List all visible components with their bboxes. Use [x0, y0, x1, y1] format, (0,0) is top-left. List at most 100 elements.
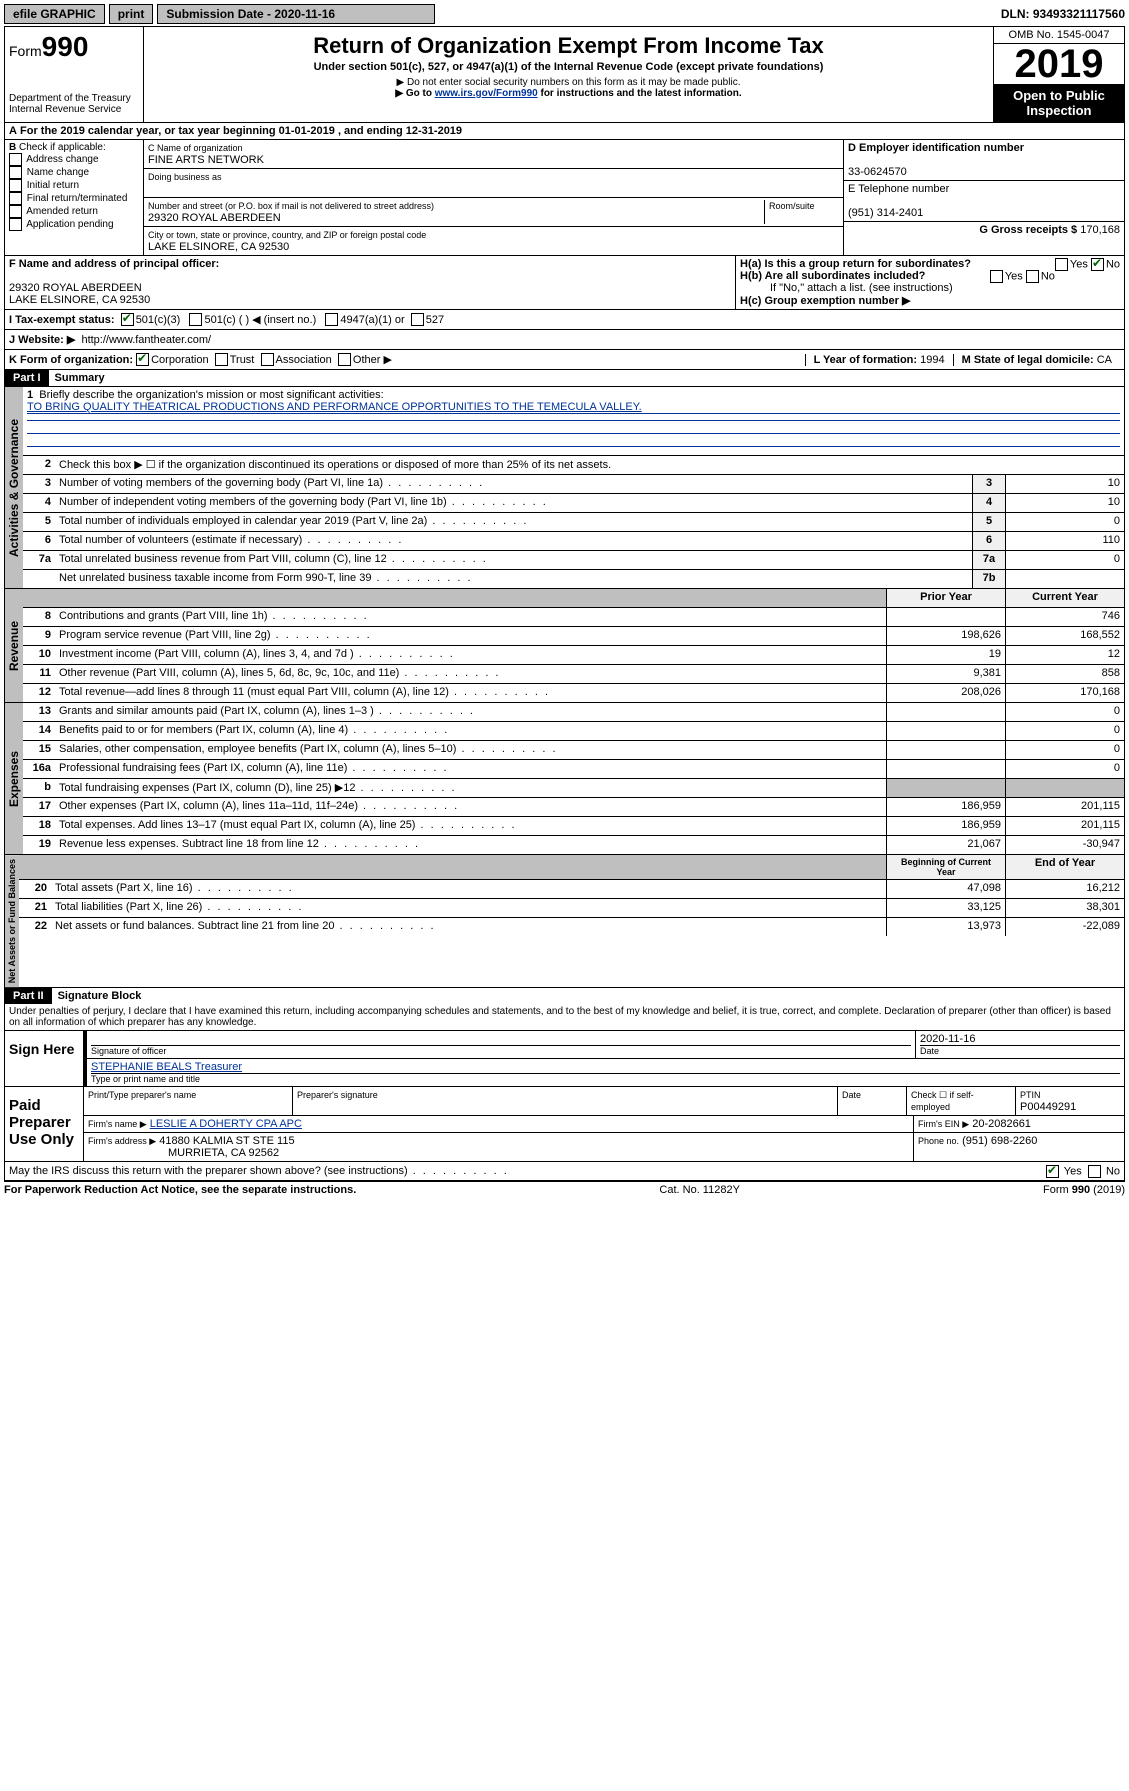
table-row: 15Salaries, other compensation, employee…	[23, 741, 1124, 760]
table-row: 17Other expenses (Part IX, column (A), l…	[23, 798, 1124, 817]
table-row: 16aProfessional fundraising fees (Part I…	[23, 760, 1124, 779]
q2: Check this box ▶ ☐ if the organization d…	[55, 456, 1124, 474]
footer-left: For Paperwork Reduction Act Notice, see …	[4, 1184, 356, 1196]
officer-name-link[interactable]: STEPHANIE BEALS Treasurer	[91, 1061, 242, 1073]
tax-year: 2019	[994, 44, 1124, 84]
print-button[interactable]: print	[109, 4, 154, 24]
form-subtitle: Under section 501(c), 527, or 4947(a)(1)…	[148, 61, 989, 73]
firm-name-link[interactable]: LESLIE A DOHERTY CPA APC	[150, 1118, 302, 1130]
table-row: 4Number of independent voting members of…	[23, 494, 1124, 513]
submission-date: Submission Date - 2020-11-16	[157, 4, 435, 24]
part2-title: Signature Block	[52, 988, 148, 1004]
prep-phone: (951) 698-2260	[962, 1135, 1037, 1147]
table-row: 20Total assets (Part X, line 16)47,09816…	[19, 880, 1124, 899]
app-pending-checkbox[interactable]	[9, 218, 22, 231]
527-checkbox[interactable]	[411, 313, 424, 326]
table-row: 13Grants and similar amounts paid (Part …	[23, 703, 1124, 722]
final-return-checkbox[interactable]	[9, 192, 22, 205]
note-goto-pre: ▶ Go to	[395, 88, 434, 99]
website-label: J Website: ▶	[9, 333, 75, 346]
rev-label: Revenue	[5, 589, 23, 702]
table-row: 9Program service revenue (Part VIII, lin…	[23, 627, 1124, 646]
trust-checkbox[interactable]	[215, 353, 228, 366]
ein-label: D Employer identification number	[848, 142, 1024, 154]
sig-date-label: Date	[920, 1045, 1120, 1056]
gov-label: Activities & Governance	[5, 387, 23, 588]
year-formation: 1994	[920, 354, 944, 366]
table-row: Net unrelated business taxable income fr…	[23, 570, 1124, 588]
hb-note: If "No," attach a list. (see instruction…	[740, 282, 1120, 294]
form-prefix: Form	[9, 43, 42, 59]
gross-value: 170,168	[1080, 224, 1120, 236]
4947-checkbox[interactable]	[325, 313, 338, 326]
501c-checkbox[interactable]	[189, 313, 202, 326]
officer-addr2: LAKE ELSINORE, CA 92530	[9, 294, 150, 306]
city-label: City or town, state or province, country…	[148, 230, 426, 240]
net-label: Net Assets or Fund Balances	[5, 855, 19, 987]
form-number: 990	[42, 31, 89, 62]
table-row: 8Contributions and grants (Part VIII, li…	[23, 608, 1124, 627]
table-row: 19Revenue less expenses. Subtract line 1…	[23, 836, 1124, 854]
irs-link[interactable]: www.irs.gov/Form990	[435, 88, 538, 99]
hb-yes[interactable]	[990, 270, 1003, 283]
table-row: 11Other revenue (Part VIII, column (A), …	[23, 665, 1124, 684]
501c3-checkbox[interactable]	[121, 313, 134, 326]
sig-officer-label: Signature of officer	[91, 1045, 911, 1056]
firm-addr: 41880 KALMIA ST STE 115	[159, 1135, 294, 1147]
hb-no[interactable]	[1026, 270, 1039, 283]
efile-button[interactable]: efile GRAPHIC	[4, 4, 105, 24]
hb-label: H(b) Are all subordinates included?	[740, 270, 925, 282]
begin-header: Beginning of Current Year	[886, 855, 1005, 879]
sig-date-val: 2020-11-16	[920, 1033, 975, 1045]
officer-label: F Name and address of principal officer:	[9, 258, 219, 270]
hc-label: H(c) Group exemption number ▶	[740, 295, 910, 307]
part2-header: Part II	[5, 988, 52, 1004]
other-checkbox[interactable]	[338, 353, 351, 366]
firm-ein: 20-2082661	[972, 1118, 1031, 1130]
addr-change-checkbox[interactable]	[9, 153, 22, 166]
org-address: 29320 ROYAL ABERDEEN	[148, 212, 281, 224]
table-row: 3Number of voting members of the governi…	[23, 475, 1124, 494]
table-row: 21Total liabilities (Part X, line 26)33,…	[19, 899, 1124, 918]
ha-yes[interactable]	[1055, 258, 1068, 271]
note-ssn: ▶ Do not enter social security numbers o…	[148, 77, 989, 88]
type-name-label: Type or print name and title	[91, 1073, 1120, 1084]
discuss-question: May the IRS discuss this return with the…	[9, 1165, 408, 1177]
end-header: End of Year	[1005, 855, 1124, 879]
discuss-yes[interactable]	[1046, 1165, 1059, 1178]
addr-label: Number and street (or P.O. box if mail i…	[148, 201, 434, 211]
check-heading: Check if applicable:	[19, 142, 106, 153]
note-goto-post: for instructions and the latest informat…	[538, 88, 742, 99]
gross-label: G Gross receipts $	[979, 224, 1077, 236]
perjury-text: Under penalties of perjury, I declare th…	[5, 1004, 1124, 1030]
dba-label: Doing business as	[148, 172, 222, 182]
ptin-value: P00449291	[1020, 1101, 1076, 1113]
name-change-checkbox[interactable]	[9, 166, 22, 179]
assoc-checkbox[interactable]	[261, 353, 274, 366]
table-row: 6Total number of volunteers (estimate if…	[23, 532, 1124, 551]
dept-treasury: Department of the Treasury Internal Reve…	[9, 93, 139, 115]
paid-prep: Paid Preparer Use Only	[5, 1087, 84, 1161]
table-row: 14Benefits paid to or for members (Part …	[23, 722, 1124, 741]
room-label: Room/suite	[769, 201, 815, 211]
table-row: 7aTotal unrelated business revenue from …	[23, 551, 1124, 570]
corp-checkbox[interactable]	[136, 353, 149, 366]
q1: Briefly describe the organization's miss…	[39, 389, 383, 401]
amended-checkbox[interactable]	[9, 205, 22, 218]
discuss-no[interactable]	[1088, 1165, 1101, 1178]
open-public: Open to Public Inspection	[994, 84, 1124, 122]
officer-addr1: 29320 ROYAL ABERDEEN	[9, 282, 142, 294]
ha-no[interactable]	[1091, 258, 1104, 271]
ha-label: H(a) Is this a group return for subordin…	[740, 258, 971, 270]
footer-right: Form 990 (2019)	[1043, 1184, 1125, 1196]
table-row: 22Net assets or fund balances. Subtract …	[19, 918, 1124, 936]
prior-header: Prior Year	[886, 589, 1005, 607]
initial-return-checkbox[interactable]	[9, 179, 22, 192]
org-name-label: C Name of organization	[148, 143, 243, 153]
state-domicile: CA	[1097, 354, 1112, 366]
org-name: FINE ARTS NETWORK	[148, 154, 264, 166]
current-header: Current Year	[1005, 589, 1124, 607]
table-row: 10Investment income (Part VIII, column (…	[23, 646, 1124, 665]
table-row: 18Total expenses. Add lines 13–17 (must …	[23, 817, 1124, 836]
form-title: Return of Organization Exempt From Incom…	[148, 33, 989, 59]
